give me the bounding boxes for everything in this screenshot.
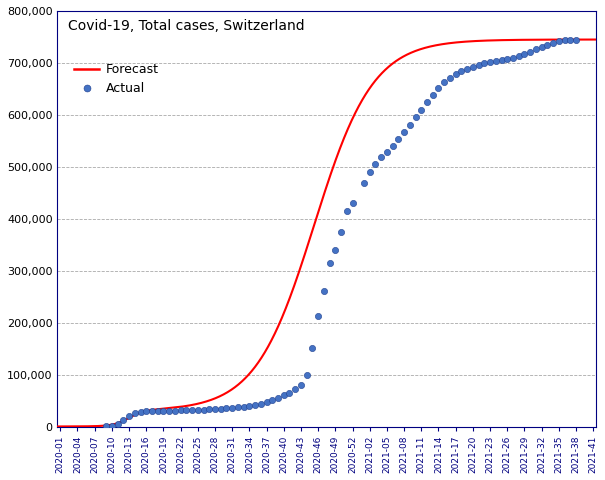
Point	[250, 401, 260, 409]
Point	[273, 394, 283, 402]
Point	[267, 396, 277, 404]
Point	[262, 398, 272, 406]
Point	[548, 39, 558, 47]
Point	[165, 407, 174, 415]
Point	[279, 392, 289, 399]
Point	[543, 41, 552, 48]
Point	[313, 312, 323, 320]
Point	[221, 405, 231, 412]
Point	[239, 403, 249, 410]
Point	[474, 61, 483, 69]
Point	[457, 67, 466, 75]
Point	[330, 246, 340, 254]
Point	[290, 385, 300, 393]
Point	[428, 91, 437, 99]
Point	[142, 408, 151, 415]
Point	[124, 412, 134, 420]
Point	[302, 371, 312, 378]
Point	[204, 406, 214, 413]
Point	[566, 36, 575, 44]
Point	[147, 408, 157, 415]
Point	[285, 389, 295, 396]
Point	[382, 148, 392, 156]
Point	[439, 78, 449, 86]
Point	[176, 407, 186, 414]
Point	[325, 259, 335, 267]
Point	[491, 58, 500, 65]
Point	[480, 60, 489, 67]
Point	[348, 199, 358, 207]
Point	[307, 344, 317, 351]
Point	[233, 404, 243, 411]
Point	[537, 43, 546, 50]
Point	[393, 135, 403, 143]
Point	[531, 46, 541, 53]
Point	[256, 400, 266, 408]
Point	[216, 405, 226, 412]
Point	[525, 48, 535, 56]
Point	[170, 407, 180, 414]
Point	[336, 228, 346, 236]
Point	[159, 407, 168, 415]
Point	[371, 160, 381, 168]
Point	[416, 106, 426, 113]
Point	[193, 406, 203, 414]
Point	[520, 50, 529, 58]
Point	[376, 154, 386, 161]
Point	[411, 113, 420, 121]
Point	[468, 63, 478, 71]
Point	[227, 404, 237, 412]
Point	[462, 65, 472, 73]
Point	[554, 37, 564, 45]
Legend: Forecast, Actual: Forecast, Actual	[74, 63, 159, 95]
Point	[198, 406, 208, 413]
Point	[508, 54, 518, 61]
Point	[296, 381, 306, 389]
Point	[422, 98, 432, 106]
Point	[388, 142, 397, 150]
Point	[342, 207, 352, 215]
Point	[434, 84, 443, 92]
Point	[405, 121, 414, 129]
Point	[359, 180, 369, 187]
Point	[153, 407, 163, 415]
Point	[119, 416, 128, 424]
Point	[399, 128, 409, 136]
Point	[210, 405, 220, 413]
Point	[497, 57, 506, 64]
Text: Covid-19, Total cases, Switzerland: Covid-19, Total cases, Switzerland	[68, 19, 305, 33]
Point	[319, 288, 329, 295]
Point	[136, 408, 145, 416]
Point	[107, 422, 117, 430]
Point	[182, 407, 191, 414]
Point	[365, 168, 374, 176]
Point	[514, 52, 523, 60]
Point	[113, 420, 122, 428]
Point	[485, 59, 495, 66]
Point	[451, 71, 460, 78]
Point	[560, 36, 569, 44]
Point	[130, 409, 140, 417]
Point	[244, 402, 254, 410]
Point	[187, 406, 197, 414]
Point	[445, 74, 455, 82]
Point	[101, 422, 111, 430]
Point	[571, 36, 581, 43]
Point	[502, 55, 512, 63]
